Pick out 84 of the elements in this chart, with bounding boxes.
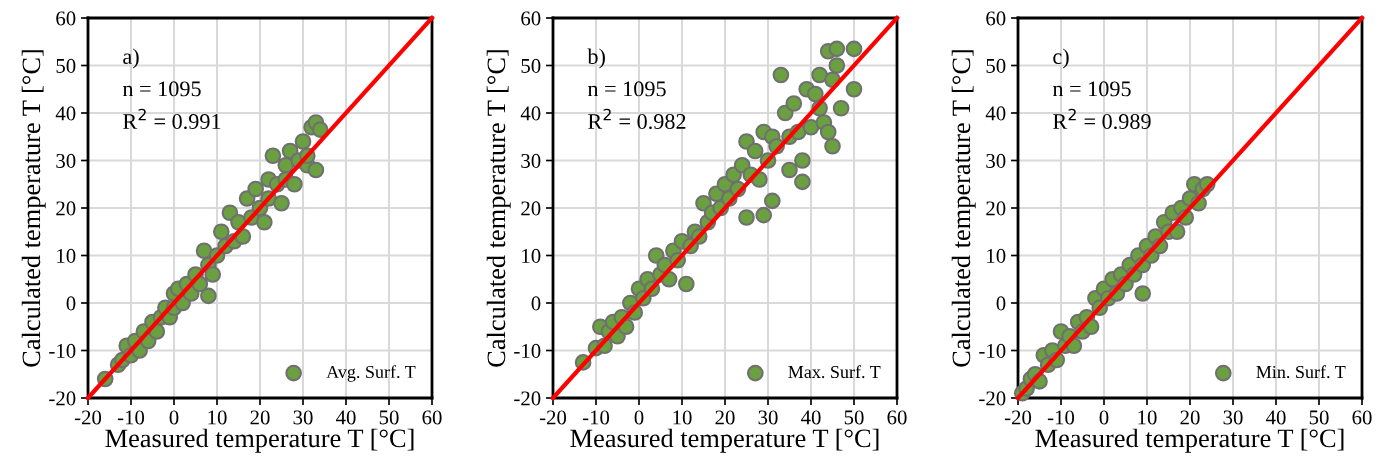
y-axis-title: Calculated temperature T [°C] [486,50,511,367]
y-tick-label: -20 [49,391,76,406]
x-axis-title: Measured temperature T [°C] [1035,428,1344,453]
y-tick-label: 50 [56,58,76,73]
y-tick-label: 0 [66,296,76,311]
y-tick-label: 50 [986,58,1006,73]
y-tick-label: 0 [996,296,1006,311]
y-tick-label: 30 [521,153,541,168]
x-tick-label: 20 [1180,410,1200,425]
annotation: n = 1095 [587,81,666,97]
x-tick-label: -20 [1004,410,1032,425]
y-tick-label: -10 [514,343,541,358]
point [247,180,265,198]
x-tick-label: -10 [117,410,145,425]
y-axis-title: Calculated temperature T [°C] [951,50,976,367]
point [286,175,303,193]
x-tick-label: -10 [1047,410,1075,425]
y-tick-label: 10 [987,248,1006,263]
y-tick-label: 60 [56,11,76,26]
y-tick-label: 0 [531,296,541,311]
point [212,223,230,241]
x-tick-label: 10 [208,410,227,425]
y-tick-label: -20 [514,391,541,406]
x-tick-label: 50 [844,410,864,425]
y-tick-label: 50 [521,58,541,73]
x-axis-title: Measured temperature T [°C] [570,428,879,453]
x-axis-title: Measured temperature T [°C] [105,428,414,453]
legend-label: Min. Surf. T [1256,365,1346,379]
x-tick-label: 30 [1223,410,1243,425]
y-tick-label: -20 [979,391,1006,406]
x-tick-label: 30 [293,410,313,425]
annotation: R$^{2}$ = 0.991 [123,108,221,130]
x-tick-label: 20 [250,410,270,425]
point [294,133,312,150]
annotation: n = 1095 [122,81,201,97]
point [1134,285,1152,302]
x-tick-label: 50 [1309,410,1329,425]
x-tick-label: 40 [800,410,821,425]
y-tick-label: 40 [520,106,541,121]
x-tick-label: 60 [422,410,442,425]
x-tick-label: 40 [335,410,356,425]
x-tick-label: 0 [634,410,644,425]
x-tick-label: -20 [539,410,567,425]
point [200,287,217,305]
x-tick-label: -20 [74,410,102,425]
y-tick-label: 10 [57,248,76,263]
legend-label: Avg. Surf. T [326,365,416,382]
x-tick-label: 20 [715,410,735,425]
y-tick-label: 20 [521,201,541,216]
x-tick-label: 60 [1352,410,1372,425]
x-tick-label: 0 [1099,410,1109,425]
y-tick-label: 40 [985,106,1006,121]
y-axis-title: Calculated temperature T [°C] [21,50,46,367]
annotation: c) [1053,48,1069,69]
point [264,147,282,165]
point [204,266,222,283]
x-tick-label: 30 [758,410,778,425]
y-tick-label: 30 [986,153,1006,168]
y-tick-label: 10 [522,248,541,263]
y-tick-label: -10 [49,343,76,358]
point [255,213,273,231]
annotation: R$^{2}$ = 0.989 [1053,108,1151,130]
x-tick-label: 60 [887,410,907,425]
x-tick-label: 40 [1265,410,1286,425]
x-tick-label: -10 [582,410,610,425]
point [273,194,290,212]
annotation: R$^{2}$ = 0.982 [588,108,686,130]
annotation: n = 1095 [1052,81,1131,97]
legend-label: Max. Surf. T [788,365,881,379]
x-tick-label: 0 [169,410,179,425]
annotation: a) [123,48,139,69]
point [307,161,325,179]
x-tick-label: 10 [1138,410,1157,425]
y-tick-label: 40 [55,106,76,121]
y-tick-label: 60 [986,11,1006,26]
x-tick-label: 10 [673,410,692,425]
point [311,121,329,138]
y-tick-label: 30 [56,153,76,168]
y-tick-label: 60 [521,11,541,26]
y-tick-label: -10 [979,343,1006,358]
y-tick-label: 20 [56,201,76,216]
x-tick-label: 50 [379,410,399,425]
annotation: b) [587,48,605,69]
y-tick-label: 20 [986,201,1006,216]
